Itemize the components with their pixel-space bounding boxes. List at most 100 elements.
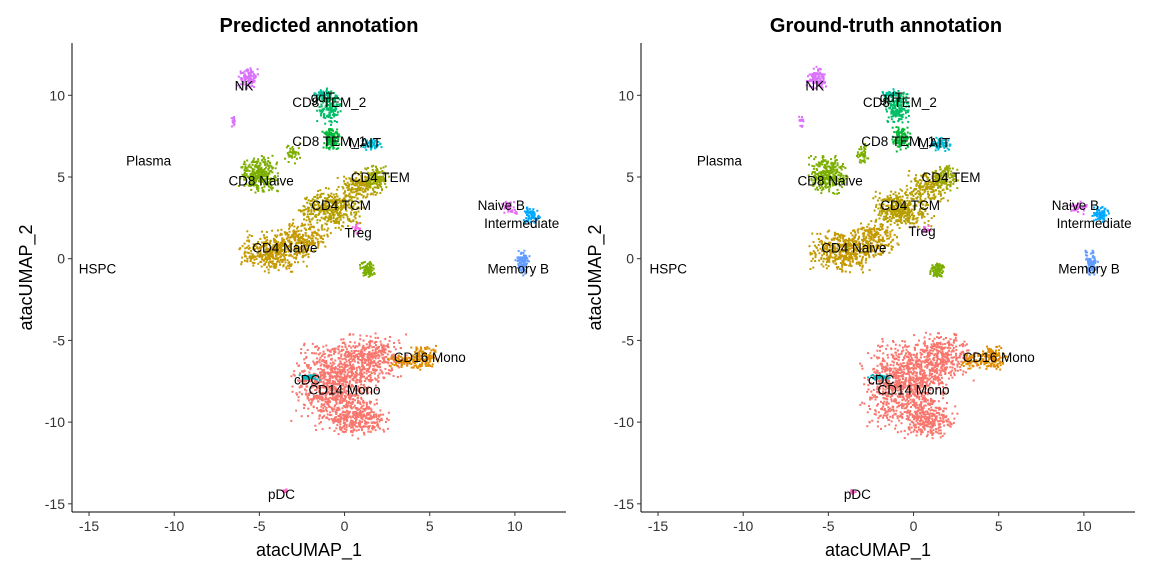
cell-point <box>331 419 334 422</box>
cell-point <box>246 176 249 178</box>
cell-point <box>357 192 360 195</box>
cell-point <box>365 187 368 190</box>
cell-point <box>361 362 364 365</box>
cell-point <box>375 169 378 172</box>
cluster-label: CD8 TEM_2 <box>292 95 366 110</box>
cell-point <box>335 399 338 402</box>
cell-point <box>877 411 880 414</box>
cell-point <box>368 270 371 273</box>
cell-point <box>366 355 369 357</box>
cell-point <box>365 168 368 171</box>
cell-point <box>315 95 318 98</box>
cell-point <box>332 418 335 420</box>
cell-point <box>379 369 382 372</box>
cell-point <box>260 155 263 157</box>
cell-point <box>300 380 302 383</box>
cell-point <box>333 350 336 353</box>
cell-point <box>530 213 533 216</box>
cell-point <box>289 147 292 150</box>
cell-point <box>321 110 324 113</box>
cell-point <box>243 242 246 245</box>
cell-point <box>264 158 267 161</box>
cell-point <box>336 188 339 191</box>
cell-point <box>290 235 293 238</box>
cell-point <box>369 430 372 433</box>
cell-point <box>882 416 884 419</box>
cell-point <box>330 123 332 126</box>
cell-point <box>905 348 908 351</box>
cell-point <box>329 128 332 130</box>
cell-point <box>363 180 366 183</box>
cell-point <box>279 232 282 235</box>
cell-point <box>409 358 412 361</box>
cell-point <box>365 401 368 404</box>
cell-point <box>354 389 357 392</box>
cell-point <box>327 132 330 135</box>
cell-point <box>369 183 371 185</box>
cell-point <box>334 351 337 353</box>
cell-point <box>324 373 326 376</box>
cell-point <box>374 384 377 387</box>
cell-point <box>337 371 340 374</box>
cell-point <box>341 401 344 404</box>
cell-point <box>352 377 355 380</box>
cell-point <box>352 207 355 210</box>
cell-point <box>303 358 306 361</box>
cell-point <box>900 406 903 409</box>
cell-point <box>354 371 357 373</box>
cell-point <box>363 433 366 436</box>
cell-point <box>246 260 249 263</box>
cell-point <box>381 361 384 364</box>
cell-point <box>301 393 303 396</box>
cell-point <box>341 393 344 396</box>
cell-point <box>357 350 360 353</box>
cell-point <box>339 428 342 431</box>
cell-point <box>370 352 373 355</box>
cell-point <box>371 353 374 356</box>
cell-point <box>244 175 247 178</box>
cell-point <box>906 361 909 364</box>
cell-point <box>252 184 255 187</box>
cell-point <box>356 407 359 410</box>
cell-point <box>340 426 343 429</box>
cell-point <box>395 361 398 364</box>
cell-point <box>288 224 291 227</box>
cell-point <box>265 261 268 264</box>
cell-point <box>360 386 363 389</box>
cell-point <box>334 416 336 419</box>
cell-point <box>339 103 342 105</box>
cell-point <box>370 272 373 275</box>
cell-point <box>371 141 374 143</box>
cell-point <box>329 205 332 208</box>
cell-point <box>326 137 329 140</box>
cell-point <box>409 357 412 360</box>
cell-point <box>377 374 380 377</box>
cell-point <box>368 425 371 427</box>
cell-point <box>323 93 326 96</box>
cell-point <box>360 398 363 401</box>
cell-point <box>369 144 372 147</box>
cell-point <box>364 189 366 192</box>
cell-point <box>270 260 273 263</box>
cell-point <box>897 359 900 362</box>
cell-point <box>338 366 341 368</box>
cluster-label: CD4 Naive <box>252 240 317 255</box>
cell-point <box>339 400 342 403</box>
cell-point <box>285 266 288 269</box>
cell-point <box>303 380 305 383</box>
cell-point <box>352 333 355 336</box>
cell-point <box>364 176 367 178</box>
cell-point <box>523 249 526 252</box>
cell-point <box>406 361 409 364</box>
cell-point <box>521 267 524 270</box>
cell-point <box>232 124 235 127</box>
cell-point <box>245 183 248 186</box>
umap-panel-1: Predicted annotation-15 -10 -5 0 5 10-15-10-5… <box>16 15 566 561</box>
cell-point <box>429 352 432 354</box>
cell-point <box>297 399 300 402</box>
cell-point <box>317 386 320 389</box>
cell-point <box>526 259 529 262</box>
cell-point <box>331 110 334 113</box>
cell-point <box>309 368 312 371</box>
cell-point <box>399 360 401 363</box>
